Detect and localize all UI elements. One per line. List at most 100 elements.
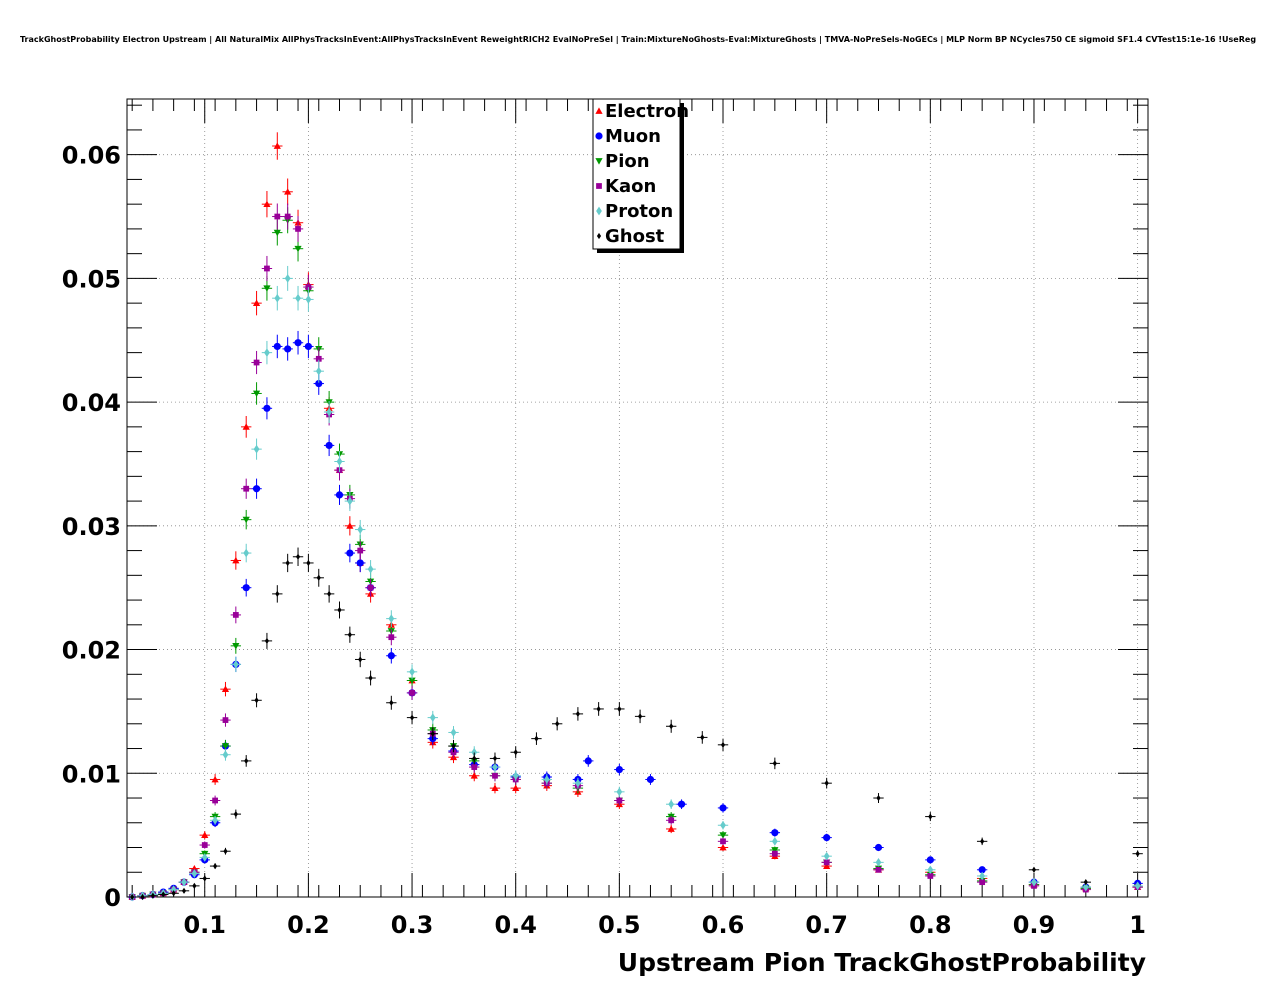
- data-point-kaon: [284, 213, 291, 220]
- data-point-electron: [491, 784, 499, 792]
- data-point-proton: [409, 667, 415, 677]
- data-point-kaon: [771, 850, 778, 857]
- data-point-muon: [356, 559, 364, 567]
- series-ghost: [127, 547, 1143, 901]
- data-point-ghost: [617, 705, 622, 713]
- data-point-proton: [1134, 881, 1141, 891]
- data-point-ghost: [575, 710, 580, 718]
- data-point-muon: [263, 404, 271, 412]
- data-point-kaon: [471, 764, 478, 770]
- x-tick-label: 0.8: [909, 911, 952, 939]
- data-point-electron: [201, 831, 209, 839]
- data-point-proton: [315, 366, 322, 376]
- data-point-kaon: [357, 547, 364, 554]
- data-point-ghost: [1031, 866, 1037, 873]
- legend-box: [592, 98, 681, 250]
- data-point-proton: [1082, 882, 1089, 892]
- data-point-electron: [242, 423, 250, 430]
- data-point-kaon: [720, 838, 726, 845]
- data-point-electron: [252, 299, 261, 307]
- legend-marker-pion: [595, 158, 603, 165]
- data-points: [127, 132, 1143, 902]
- data-point-pion: [232, 642, 240, 650]
- data-point-proton: [243, 548, 250, 558]
- y-tick-label: 0.04: [62, 389, 121, 417]
- data-point-proton: [388, 614, 395, 623]
- legend-marker-kaon: [596, 183, 602, 189]
- data-point-kaon: [305, 284, 312, 290]
- data-point-proton: [201, 853, 208, 862]
- data-point-ghost: [409, 714, 415, 721]
- data-point-ghost: [358, 656, 363, 663]
- data-point-ghost: [337, 606, 342, 614]
- x-tick-label: 0.2: [287, 911, 330, 939]
- data-point-electron: [667, 825, 675, 832]
- data-point-kaon: [315, 355, 322, 362]
- x-tick-label: 0.3: [391, 911, 434, 939]
- legend-marker-electron: [595, 107, 603, 114]
- data-point-ghost: [772, 760, 777, 767]
- data-point-kaon: [264, 265, 270, 272]
- data-point-ghost: [275, 590, 280, 598]
- data-point-proton: [979, 871, 986, 881]
- data-point-proton: [616, 787, 623, 797]
- data-point-proton: [326, 407, 333, 417]
- data-point-proton: [771, 837, 778, 846]
- data-point-proton: [264, 348, 270, 357]
- data-point-proton: [170, 885, 177, 894]
- data-point-ghost: [700, 734, 705, 741]
- data-point-electron: [273, 142, 281, 149]
- data-point-ghost: [472, 755, 477, 762]
- data-point-kaon: [823, 859, 830, 866]
- x-tick-label: 0.7: [805, 911, 848, 939]
- data-point-kaon: [212, 797, 218, 804]
- data-point-pion: [408, 677, 416, 685]
- legend-label-electron: Electron: [605, 101, 689, 122]
- data-point-ghost: [980, 838, 985, 845]
- data-point-proton: [575, 778, 581, 788]
- data-point-kaon: [295, 226, 301, 232]
- data-point-muon: [719, 804, 727, 812]
- data-point-proton: [823, 851, 830, 861]
- data-point-proton: [305, 295, 312, 304]
- data-point-ghost: [264, 637, 270, 645]
- data-point-proton: [720, 820, 726, 830]
- data-point-electron: [263, 200, 271, 208]
- data-point-proton: [668, 799, 675, 809]
- data-point-kaon: [668, 817, 675, 824]
- data-point-ghost: [202, 875, 207, 882]
- data-point-ghost: [161, 891, 166, 898]
- data-point-proton: [232, 660, 239, 669]
- data-point-ghost: [720, 741, 726, 748]
- data-point-proton: [1031, 877, 1037, 887]
- chart-title: TrackGhostProbability Electron Upstream …: [20, 35, 1256, 44]
- data-point-ghost: [181, 887, 187, 894]
- data-point-ghost: [928, 813, 933, 820]
- legend: Electron Muon Pion Kaon Proton Ghost: [592, 98, 689, 253]
- data-point-ghost: [368, 674, 373, 682]
- data-point-ghost: [130, 893, 135, 901]
- data-point-ghost: [876, 794, 881, 802]
- data-point-muon: [874, 843, 883, 852]
- y-axis-ticks: 0 0.01 0.02 0.03 0.04 0.05 0.06: [62, 104, 1148, 912]
- x-tick-label: 0.4: [494, 911, 537, 939]
- data-point-muon: [346, 549, 354, 557]
- legend-marker-ghost: [596, 232, 602, 240]
- data-point-ghost: [223, 848, 228, 855]
- data-point-electron: [221, 685, 230, 693]
- data-point-proton: [191, 869, 198, 878]
- data-point-ghost: [327, 590, 332, 598]
- data-point-kaon: [253, 359, 260, 366]
- data-point-muon: [294, 339, 302, 347]
- data-point-electron: [211, 775, 219, 783]
- data-point-muon: [926, 856, 934, 864]
- data-point-ghost: [430, 730, 435, 737]
- data-point-proton: [492, 762, 498, 772]
- data-point-proton: [543, 775, 550, 784]
- data-point-ghost: [171, 890, 176, 897]
- data-point-muon: [325, 441, 333, 450]
- y-tick-label: 0.06: [62, 142, 121, 170]
- data-point-electron: [470, 772, 478, 779]
- data-point-ghost: [306, 559, 311, 567]
